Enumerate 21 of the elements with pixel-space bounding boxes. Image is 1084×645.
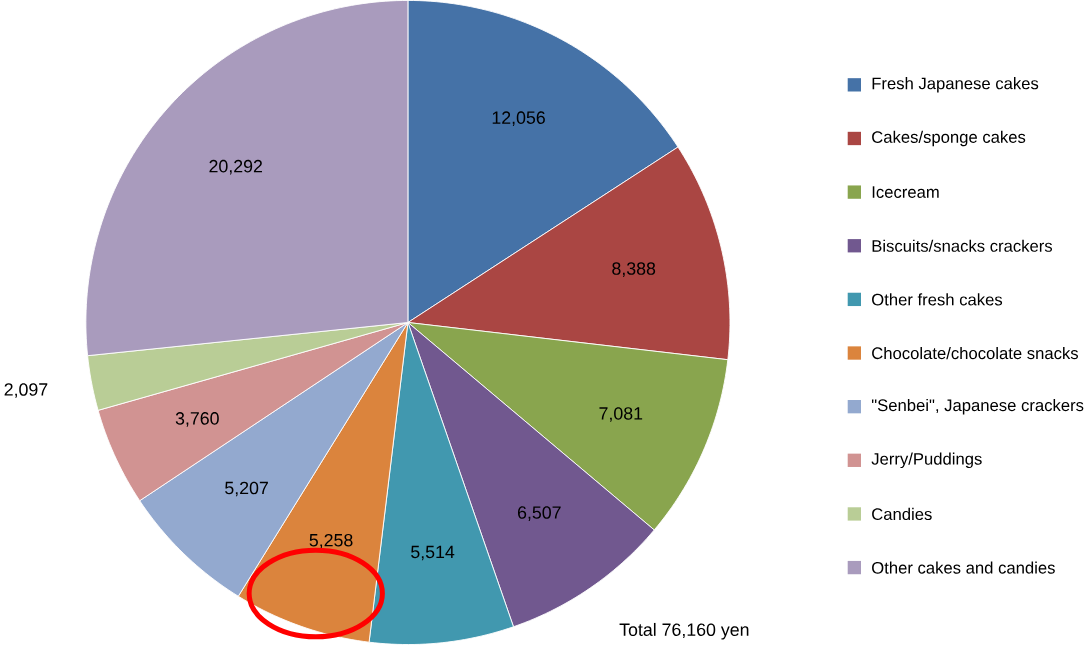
data-label: 20,292 xyxy=(209,159,262,175)
data-label: 2,097 xyxy=(4,383,48,398)
data-label: 5,514 xyxy=(411,545,455,561)
text: Total 76,160 yen xyxy=(619,622,749,640)
legend-label: "Senbei", Japanese crackers xyxy=(871,398,1084,415)
data-label: 12,056 xyxy=(492,111,545,127)
data-label: 6,507 xyxy=(517,506,561,521)
legend-label: Fresh Japanese cakes xyxy=(872,77,1039,93)
legend-label: Chocolate/chocolate snacks xyxy=(872,346,1078,360)
data-label: 8,388 xyxy=(612,262,656,277)
data-label: 7,081 xyxy=(599,407,643,422)
data-label: 5,258 xyxy=(309,533,353,549)
legend-label: Other fresh cakes xyxy=(872,293,1003,306)
legend-label: Candies xyxy=(872,507,932,521)
data-label: 5,207 xyxy=(225,481,268,497)
legend-label: Biscuits/snacks crackers xyxy=(872,239,1053,252)
legend-label: Jerry/Puddings xyxy=(871,452,982,469)
legend-label: Cakes/sponge cakes xyxy=(872,130,1026,147)
legend-label: Other cakes and candies xyxy=(872,561,1055,574)
data-label: 3,760 xyxy=(175,412,219,427)
legend-label: Icecream xyxy=(872,186,939,198)
